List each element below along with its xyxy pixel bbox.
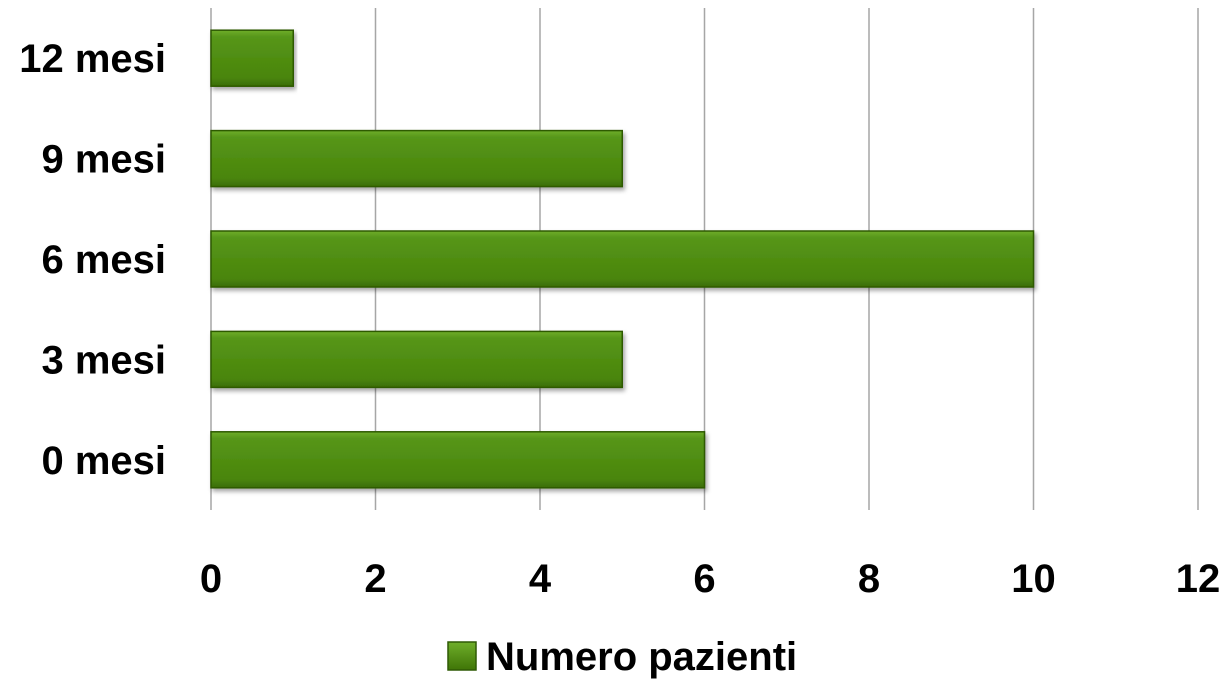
category-label: 12 mesi: [19, 37, 166, 81]
bars: [210, 29, 1035, 489]
bar: [210, 230, 1035, 288]
x-tick-label: 12: [1176, 557, 1221, 601]
bar: [210, 431, 706, 489]
x-tick-label: 10: [1011, 557, 1056, 601]
legend-label: Numero pazienti: [486, 635, 797, 679]
category-label: 6 mesi: [41, 238, 166, 282]
category-axis-labels: 0 mesi 3 mesi 6 mesi 9 mesi 12 mesi: [19, 37, 166, 483]
value-axis-tick-labels: 0 2 4 6 8 10 12: [200, 557, 1220, 601]
category-label: 3 mesi: [41, 338, 166, 382]
legend: Numero pazienti: [447, 635, 797, 679]
x-tick-label: 8: [858, 557, 880, 601]
x-tick-label: 0: [200, 557, 222, 601]
x-tick-label: 4: [529, 557, 552, 601]
category-label: 9 mesi: [41, 138, 166, 182]
x-tick-label: 2: [364, 557, 386, 601]
category-label: 0 mesi: [41, 439, 166, 483]
legend-swatch: [447, 641, 477, 671]
x-tick-label: 6: [693, 557, 715, 601]
bar: [210, 29, 294, 87]
bar: [210, 129, 623, 188]
bar: [210, 330, 623, 389]
